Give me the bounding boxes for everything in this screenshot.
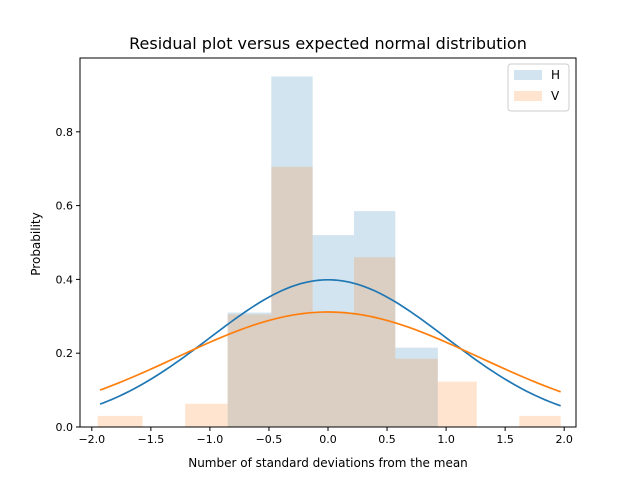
x-axis-label: Number of standard deviations from the m… xyxy=(188,456,468,470)
y-tick-label: 0.4 xyxy=(56,273,74,286)
legend-swatch-h xyxy=(514,70,542,80)
normal-curve-v xyxy=(99,311,561,393)
y-axis-label: Probability xyxy=(29,212,43,275)
histogram-bar xyxy=(437,381,477,427)
x-tick-label: −0.5 xyxy=(256,433,283,446)
legend-label-h: H xyxy=(551,68,560,82)
histogram-bar xyxy=(97,415,143,427)
histogram-bar xyxy=(353,211,396,427)
histogram-v xyxy=(97,166,561,428)
histogram-bar xyxy=(395,358,438,427)
histogram-bar xyxy=(353,257,396,427)
plot-area: −2.0 −1.5 −1.0 −0.5 0.0 0.5 1.0 1.5 2.0 0.0 0.2 0.4… xyxy=(56,57,577,446)
x-tick-label: 2.0 xyxy=(555,433,573,446)
chart-title: Residual plot versus expected normal dis… xyxy=(129,34,527,53)
histogram-bar xyxy=(312,235,354,427)
histogram-bar xyxy=(271,76,313,427)
histogram-bar xyxy=(312,312,354,427)
x-tick-label: 0.0 xyxy=(319,433,337,446)
x-tick-label: −1.0 xyxy=(197,433,224,446)
histogram-h xyxy=(227,76,438,427)
legend-label-v: V xyxy=(551,89,560,103)
histogram-bar xyxy=(519,415,561,427)
x-tick-label: −1.5 xyxy=(137,433,164,446)
histogram-bar xyxy=(271,166,313,428)
legend-swatch-v xyxy=(514,91,542,101)
x-tick-label: −2.0 xyxy=(78,433,105,446)
legend-box xyxy=(507,63,570,112)
x-tick-label: 1.5 xyxy=(496,433,514,446)
y-tick-label: 0.0 xyxy=(56,421,74,434)
x-tick-label: 0.5 xyxy=(378,433,396,446)
y-tick-label: 0.8 xyxy=(56,126,74,139)
y-tick-label: 0.6 xyxy=(56,200,74,213)
histogram-bar xyxy=(185,403,228,427)
y-tick-label: 0.2 xyxy=(56,347,74,360)
normal-curve-h xyxy=(99,278,561,407)
histogram-bar xyxy=(227,314,272,427)
x-tick-label: 1.0 xyxy=(437,433,455,446)
histogram-bar xyxy=(395,347,438,427)
legend: HV xyxy=(507,63,570,112)
